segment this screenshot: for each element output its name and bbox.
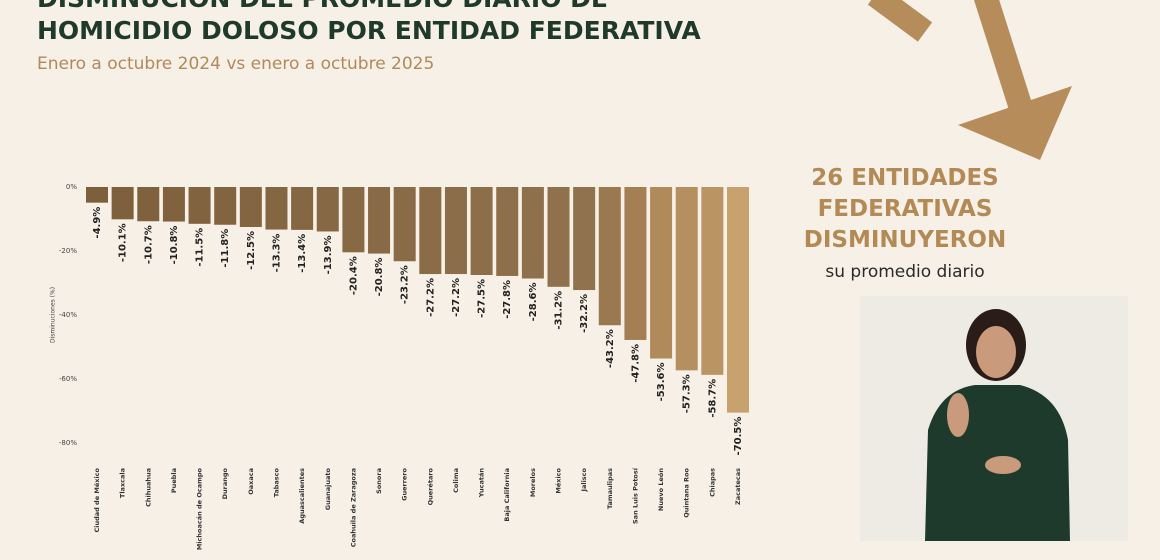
bar [598,187,621,326]
value-label: -27.8% [502,280,513,319]
interpreter-video [860,296,1128,541]
value-label: -13.9% [323,235,334,274]
bar [727,187,749,413]
bar [368,187,391,254]
arrow-head [958,86,1072,160]
bar [342,187,365,253]
bar [214,187,237,225]
x-tick-label: San Luis Potosí [631,467,639,524]
value-label: -13.3% [271,234,282,273]
x-tick-label: Tamaulipas [606,468,614,509]
value-label: -32.2% [579,294,590,333]
x-tick-label: Durango [221,467,229,499]
value-label: -13.4% [297,234,308,273]
x-tick-label: Tabasco [272,467,280,497]
x-tick-label: Puebla [170,468,178,493]
x-tick-label: Nuevo León [657,468,665,511]
y-tick-label: -40% [59,311,77,319]
value-label: -27.2% [451,278,462,317]
bar [675,187,698,371]
bar [239,187,262,227]
bar [265,187,288,230]
chart-title: DISMINUCIÓN DEL PROMEDIO DIARIO DE HOMIC… [37,0,701,45]
bar [291,187,314,230]
bar [470,187,493,275]
interpreter-face [976,326,1016,378]
x-tick-label: Guerrero [401,467,409,500]
chart-subtitle: Enero a octubre 2024 vs enero a octubre … [37,54,435,74]
x-tick-label: Coahuila de Zaragoza [349,468,357,547]
y-tick-label: -60% [59,375,77,383]
bar [137,187,160,222]
x-tick-label: Michoacán de Ocampo [196,467,204,550]
interpreter-hand [947,393,969,437]
x-tick-label: Oaxaca [247,468,255,495]
x-tick-label: Sonora [375,468,383,494]
x-tick-label: Yucatán [478,468,486,499]
value-label: -10.8% [169,226,180,265]
bar [419,187,442,275]
value-label: -23.2% [400,265,411,304]
y-axis-label: Disminuciones (%) [50,287,57,343]
bar [111,187,134,220]
x-tick-label: Colima [452,468,460,493]
value-label: -43.2% [605,329,616,368]
x-tick-label: Zacatecas [734,468,742,505]
x-tick-label: México [555,467,563,493]
value-label: -10.1% [118,223,129,262]
x-tick-label: Ciudad de México [93,467,101,532]
x-tick-label: Morelos [529,468,537,497]
bar [162,187,185,222]
value-label: -4.9% [92,207,103,239]
bar [624,187,647,340]
value-label: -57.3% [682,374,693,413]
y-tick-label: 0% [66,183,77,191]
arrow-shaft [867,0,933,42]
bar [86,187,108,203]
bar [496,187,519,276]
x-tick-label: Querétaro [426,467,434,505]
bar [701,187,724,375]
x-tick-label: Baja California [503,468,511,522]
x-tick-label: Guanajuato [324,467,332,510]
value-label: -11.5% [195,228,206,267]
value-label: -27.5% [477,279,488,318]
bar [547,187,570,287]
x-tick-label: Chiapas [708,468,716,497]
x-tick-label: Aguascalientes [298,468,306,524]
value-label: -20.4% [348,256,359,295]
callout-headline: 26 ENTIDADES FEDERATIVAS DISMINUYERON [803,165,1007,253]
callout-subtext: su promedio diario [825,262,985,282]
value-label: -53.6% [656,363,667,402]
x-tick-label: Chihuahua [144,468,152,507]
value-label: -28.6% [528,283,539,322]
bar [444,187,467,275]
value-label: -12.5% [246,231,257,270]
value-label: -47.8% [630,344,641,383]
x-tick-label: Jalisco [580,467,588,492]
value-label: -10.7% [143,225,154,264]
value-label: -11.8% [220,229,231,268]
bar [393,187,416,262]
value-label: -27.2% [425,278,436,317]
bar [650,187,673,359]
bar [188,187,211,224]
bar [573,187,596,291]
interpreter-hand [985,456,1021,474]
bar [316,187,339,232]
value-label: -70.5% [733,417,744,456]
y-tick-label: -80% [59,439,77,447]
value-label: -20.8% [374,258,385,297]
value-label: -31.2% [554,291,565,330]
y-tick-label: -20% [59,247,77,255]
arrow-shaft [973,0,1032,109]
x-tick-label: Quintana Roo [683,467,691,517]
x-tick-label: Tlaxcala [119,468,127,498]
bar [521,187,544,279]
value-label: -58.7% [707,379,718,418]
